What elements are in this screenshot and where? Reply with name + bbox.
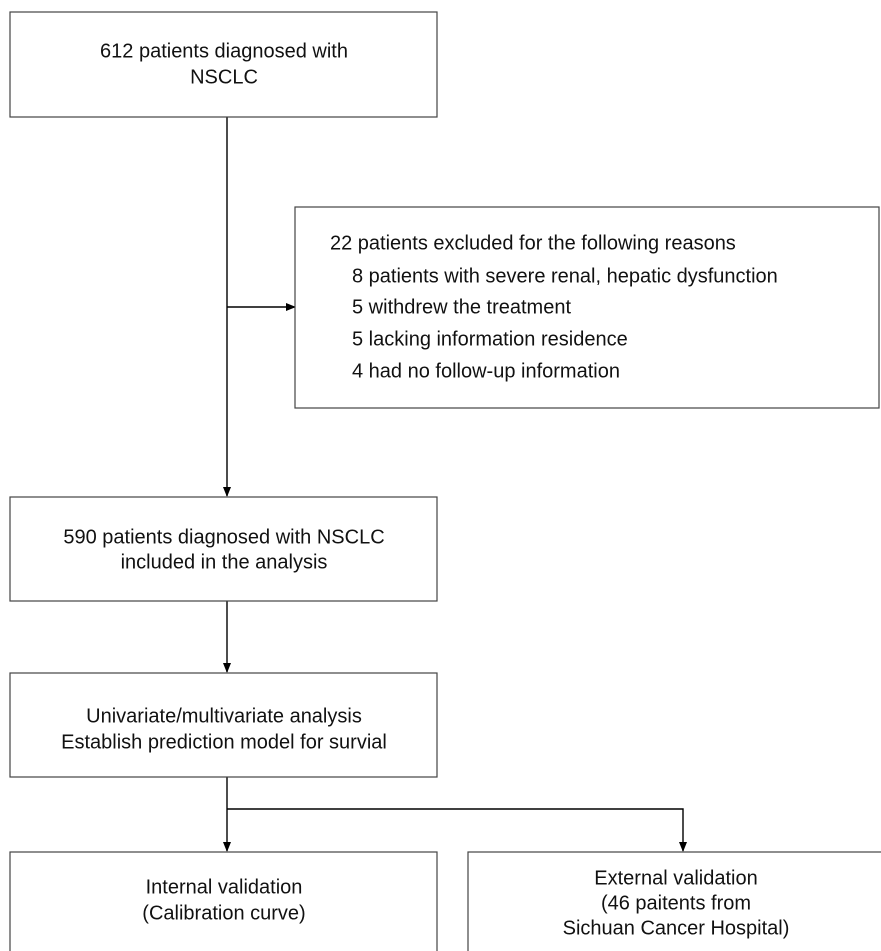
- node-text: External validation: [594, 867, 757, 889]
- box: [467, 851, 881, 951]
- node-text: Establish prediction model for survial: [61, 731, 387, 753]
- node-text: NSCLC: [190, 66, 258, 88]
- node-text: 5 lacking information residence: [352, 328, 628, 350]
- box: [9, 496, 438, 602]
- node-text: 5 withdrew the treatment: [352, 296, 571, 318]
- node-text: (Calibration curve): [142, 902, 305, 924]
- box: [9, 851, 438, 951]
- box: [9, 672, 438, 778]
- box: [294, 206, 880, 409]
- arrow: [227, 808, 687, 852]
- node-text: 8 patients with severe renal, hepatic dy…: [352, 265, 778, 287]
- node-text: (46 paitents from: [601, 892, 751, 914]
- box: [9, 11, 438, 118]
- node-text: Univariate/multivariate analysis: [86, 705, 362, 727]
- node-text: included in the analysis: [121, 551, 328, 573]
- node-text: Internal validation: [146, 876, 303, 898]
- node-text: 4 had no follow-up information: [352, 360, 620, 382]
- node-text: Sichuan Cancer Hospital): [563, 917, 790, 939]
- node-text: 590 patients diagnosed with NSCLC: [63, 526, 384, 548]
- node-text: 22 patients excluded for the following r…: [330, 232, 736, 254]
- node-text: 612 patients diagnosed with: [100, 40, 348, 62]
